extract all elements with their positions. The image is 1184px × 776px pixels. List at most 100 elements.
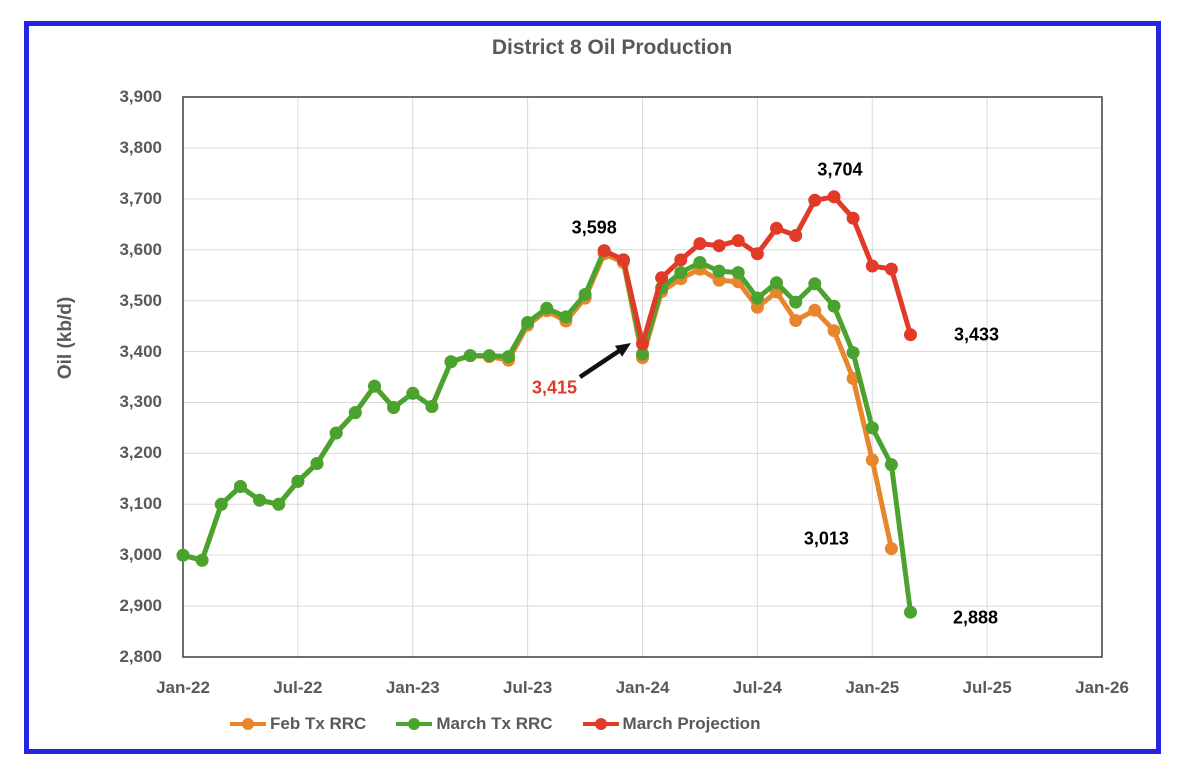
y-tick-label: 3,900 [119,87,162,106]
x-tick-label: Jul-24 [732,678,782,697]
data-point-marker [884,542,898,556]
data-point-marker [808,303,822,317]
data-point-marker [253,493,267,507]
data-point-marker [846,346,860,360]
data-point-marker [865,453,879,467]
legend-item-march-tx-rrc: March Tx RRC [396,714,553,734]
data-point-marker [750,291,764,305]
data-point-marker [636,347,649,361]
annotation-arrow-line [578,347,623,379]
data-point-marker [789,229,803,242]
data-point-marker [463,349,477,363]
y-tick-label: 3,300 [119,392,162,412]
data-point-marker [827,299,841,313]
data-point-marker [387,401,401,414]
legend-item-march-projection: March Projection [582,714,761,734]
data-point-marker [195,553,209,567]
y-tick-label: 2,900 [119,596,162,616]
data-point-marker [636,337,649,351]
legend-item-feb-tx-rrc: Feb Tx RRC [230,714,366,734]
data-point-marker [674,253,688,267]
data-point-marker [214,497,228,511]
y-tick-label: 2,800 [119,647,162,666]
x-tick-label: Jul-25 [962,678,1012,697]
data-point-marker [310,457,324,470]
data-point-marker [540,301,554,315]
data-point-marker [444,355,458,369]
x-tick-label: Jan-22 [156,678,210,697]
y-tick-label: 3,700 [119,188,162,208]
y-tick-label: 3,800 [119,137,162,157]
x-tick-label: Jul-22 [273,678,323,697]
series-line-feb-tx-rrc [180,251,894,563]
annotation-dip-projection: 3,415 [531,377,578,398]
data-point-marker [884,262,898,276]
y-tick-label: 3,500 [119,290,162,310]
y-tick-label: 3,400 [119,341,162,361]
data-point-marker [846,211,860,225]
data-point-marker [693,237,707,251]
y-tick-label: 3,200 [119,443,162,463]
data-point-marker [770,221,783,235]
data-point-marker [368,379,381,393]
data-point-marker [674,266,688,280]
legend-label: Feb Tx RRC [270,714,367,733]
legend-swatch-line-dot-icon [230,718,266,730]
data-point-marker [712,273,726,287]
data-point-marker [770,276,783,290]
data-point-marker [827,190,841,204]
data-point-marker [884,458,898,472]
data-point-marker [789,314,803,327]
data-point-marker [578,288,592,301]
data-point-marker [616,253,630,267]
plot-border [182,96,1103,658]
data-point-marker [731,266,745,280]
data-point-marker [712,239,726,253]
y-tick-label: 3,100 [119,494,162,514]
x-tick-label: Jan-25 [845,678,900,697]
data-point-marker [272,497,286,511]
y-tick-label: 3,000 [119,545,162,565]
x-tick-label: Jan-26 [1075,678,1129,697]
data-point-marker [827,324,841,338]
data-point-marker [521,316,535,329]
x-tick-label: Jul-23 [503,678,553,697]
data-point-marker [712,264,726,278]
data-point-marker [750,300,764,314]
data-point-marker [482,349,496,363]
chart-title: District 8 Oil Production [491,36,733,59]
data-point-marker [808,277,822,291]
annotation-end-feb-rrc: 3,013 [803,528,849,549]
data-point-marker [693,256,707,269]
data-point-marker [348,406,362,420]
annotation-peak-march-rrc: 3,598 [571,217,617,238]
data-point-marker [233,480,247,493]
x-tick-label: Jan-24 [615,678,670,697]
data-point-marker [731,234,745,248]
annotation-end-march-rrc: 2,888 [953,607,999,628]
legend-swatch-line-dot-icon [582,718,619,730]
annotation-arrow-head-icon [614,343,631,357]
data-point-marker [750,247,764,261]
data-point-marker [425,400,439,413]
data-point-marker [904,328,917,342]
data-point-marker [655,271,669,285]
data-point-marker [329,426,343,440]
data-point-marker [789,295,803,309]
data-point-marker [291,474,305,488]
legend-swatch-line-dot-icon [396,718,433,730]
data-point-marker [176,548,190,562]
y-tick-label: 3,600 [119,239,162,259]
data-point-marker [808,193,822,207]
data-point-marker [904,605,917,619]
annotation-peak-projection: 3,704 [817,159,863,180]
x-tick-label: Jan-23 [385,678,440,697]
data-point-marker [865,259,879,273]
annotation-end-projection: 3,433 [954,324,1000,345]
legend-label: March Projection [622,714,761,733]
legend-label: March Tx RRC [436,714,553,733]
data-point-marker [502,350,515,364]
data-point-marker [597,244,611,258]
